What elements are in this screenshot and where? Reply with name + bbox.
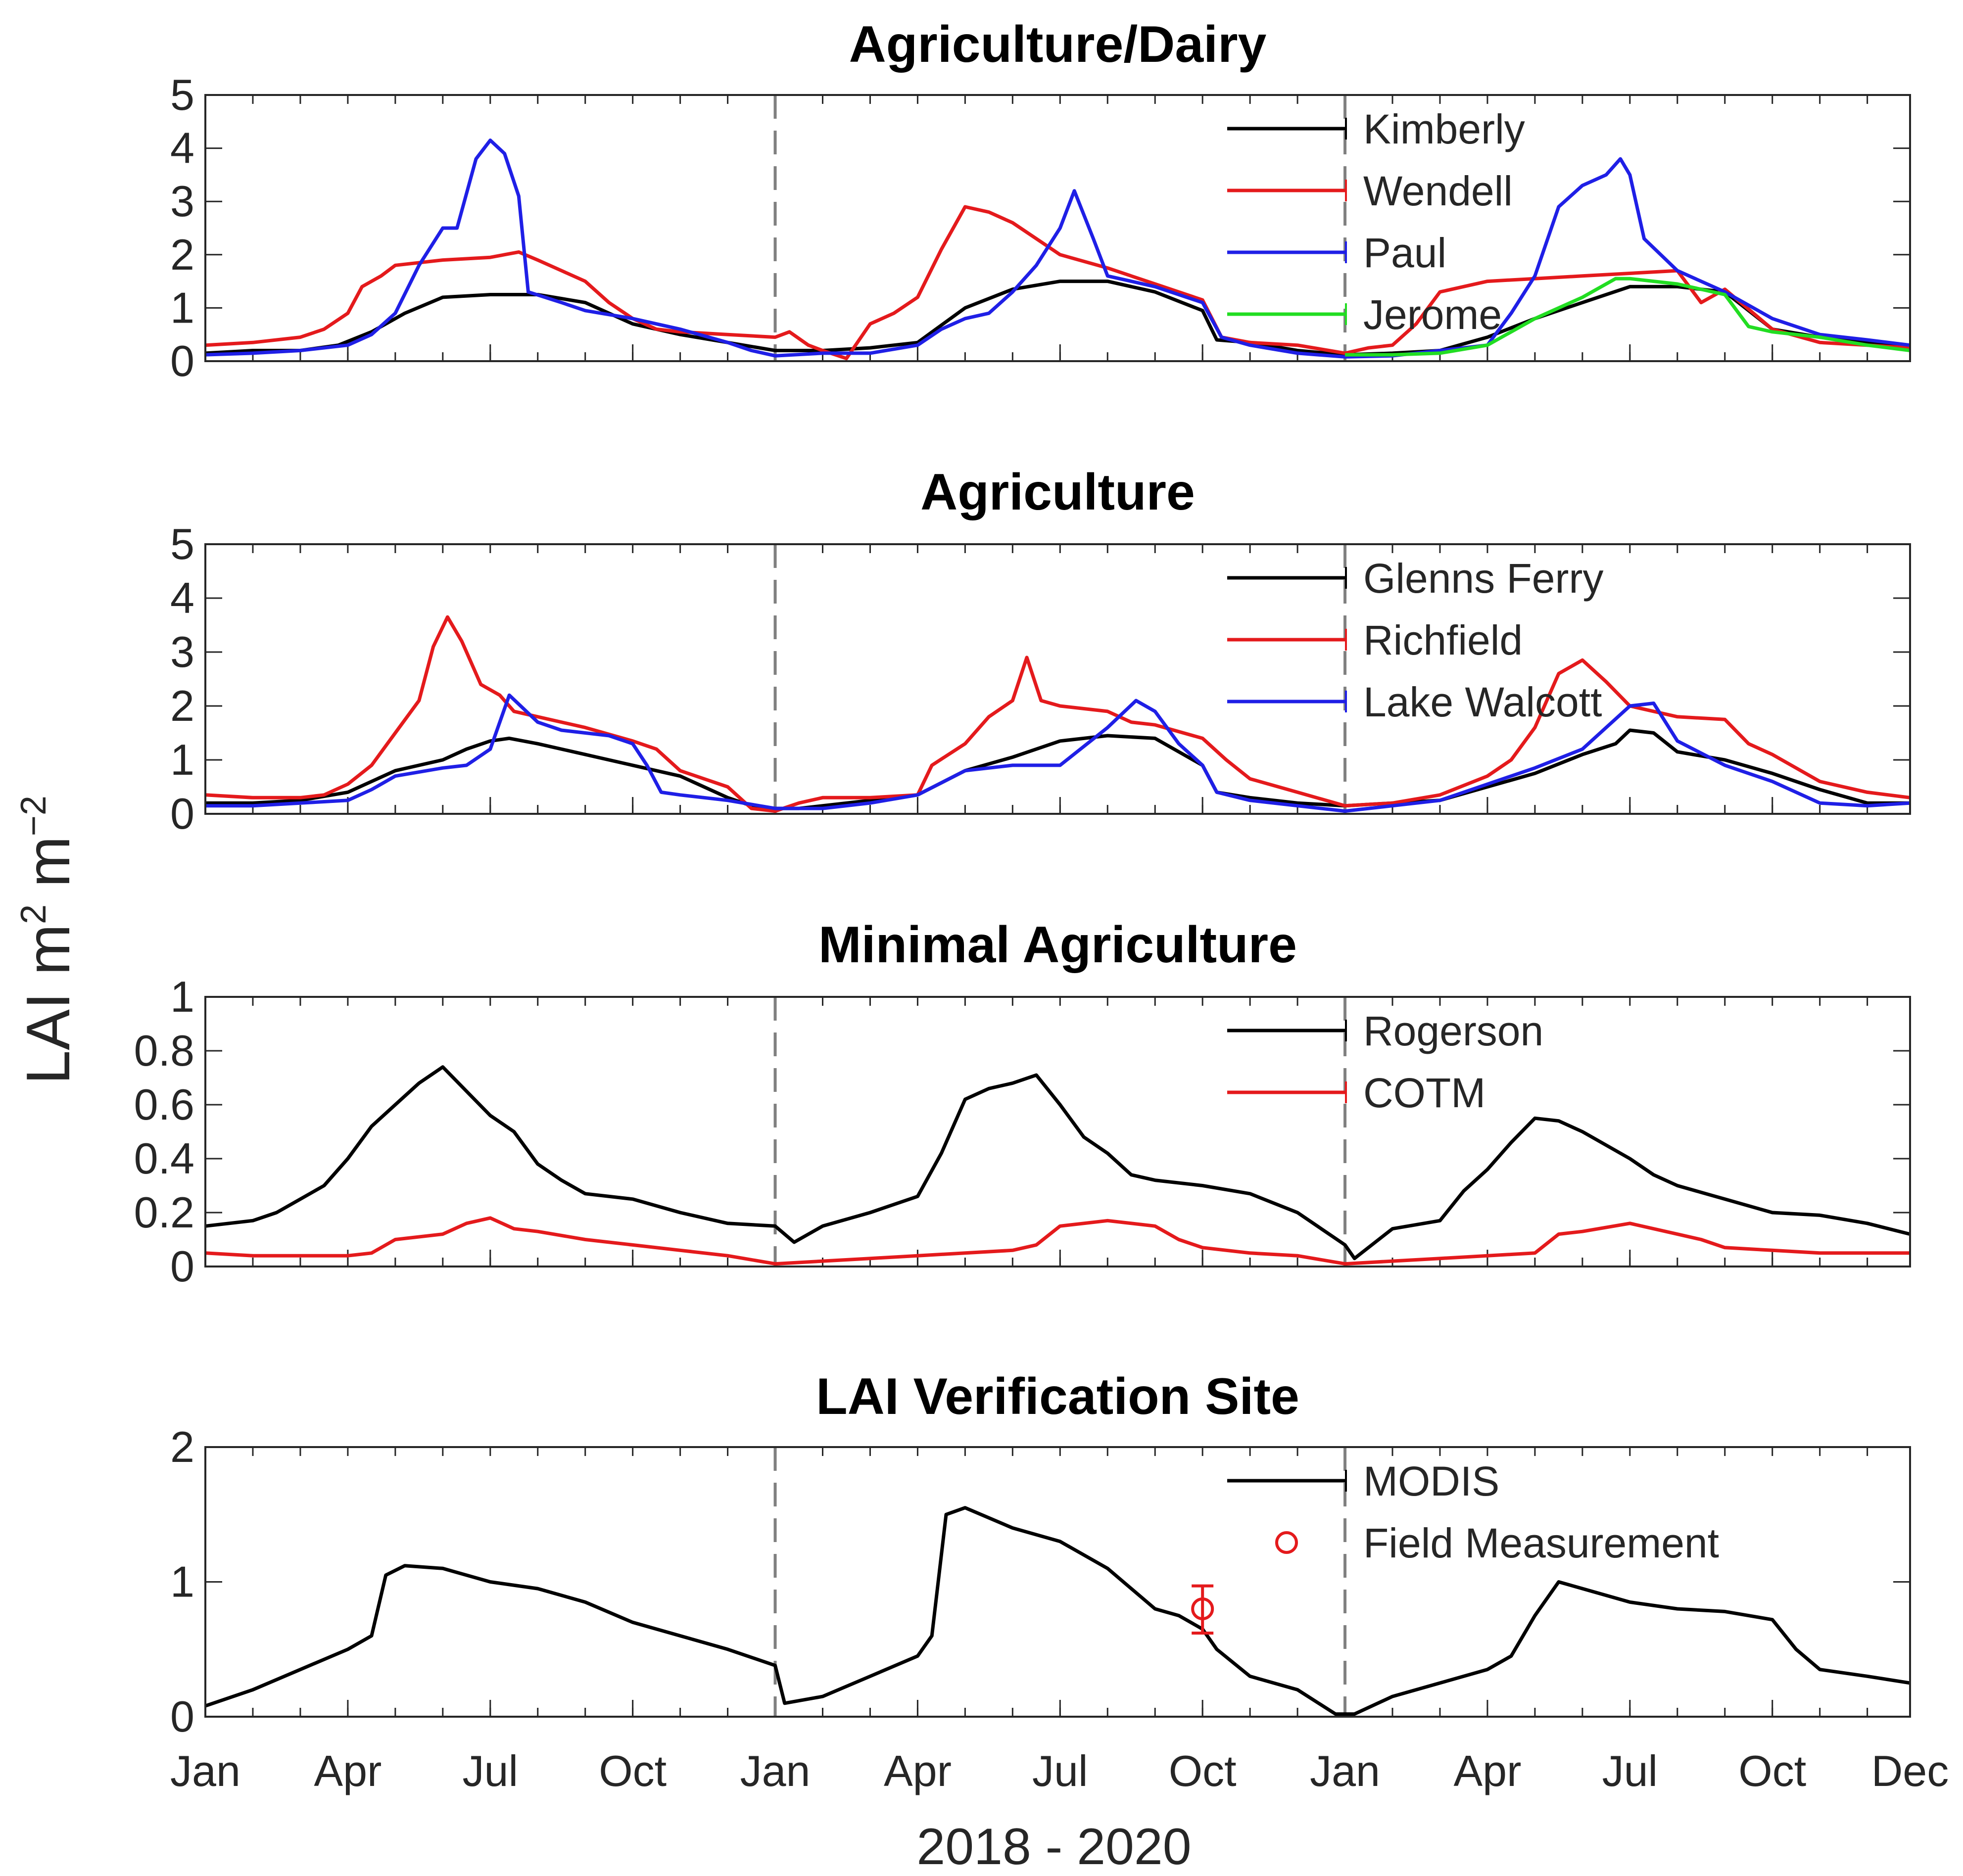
- legend-label: Richfield: [1363, 617, 1523, 663]
- field-measurement-marker: [1191, 1597, 1214, 1620]
- x-tick-label: Apr: [314, 1746, 382, 1795]
- y-axis-label: LAI m2 m−2: [14, 796, 83, 1084]
- x-tick-label: Jan: [1310, 1746, 1380, 1795]
- y-tick-label: 0.6: [134, 1080, 194, 1129]
- legend-label: COTM: [1363, 1070, 1485, 1116]
- series-line-wendell: [205, 205, 1911, 361]
- series-line-jerome: [1345, 277, 1911, 357]
- legend-label: Field Measurement: [1363, 1520, 1719, 1566]
- legend-label: Jerome: [1363, 291, 1502, 338]
- y-tick-label: 0: [170, 789, 194, 838]
- series-line-richfield: [205, 615, 1911, 813]
- legend-label: Kimberly: [1363, 106, 1525, 152]
- y-axis-label-mid: m: [14, 836, 83, 904]
- x-tick-label: Jan: [170, 1746, 240, 1795]
- x-tick-label: Apr: [884, 1746, 952, 1795]
- y-tick-label: 0.8: [134, 1026, 194, 1075]
- x-tick-label: Jul: [1032, 1746, 1088, 1795]
- x-axis-label: 2018 - 2020: [916, 1818, 1191, 1876]
- panel-title: Agriculture: [920, 464, 1195, 521]
- y-axis-label-sup1: 2: [14, 904, 53, 924]
- y-tick-label: 4: [170, 124, 194, 173]
- plot-frame: [204, 543, 1911, 815]
- y-axis-label-main: LAI m: [14, 924, 83, 1084]
- y-tick-label: 4: [170, 573, 194, 622]
- x-tick-label: Dec: [1871, 1746, 1949, 1795]
- legend-label: Rogerson: [1363, 1008, 1543, 1054]
- legend-marker-field-measurement: [1275, 1531, 1298, 1554]
- y-tick-label: 1: [170, 735, 194, 784]
- x-tick-label: Oct: [599, 1746, 667, 1795]
- y-tick-label: 5: [170, 70, 194, 119]
- plot-frame: [204, 1446, 1911, 1718]
- y-tick-label: 0: [170, 336, 194, 385]
- legend-label: Paul: [1363, 230, 1446, 276]
- panel-title: Minimal Agriculture: [818, 916, 1297, 974]
- y-tick-label: 0: [170, 1692, 194, 1741]
- y-tick-label: 0: [170, 1242, 194, 1291]
- panel-3: Minimal Agriculture 0 0.2 0.4 0.6 0.8 1 Rogerso…: [134, 916, 1911, 1291]
- y-tick-label: 5: [170, 519, 194, 568]
- series-line-modis: [204, 1506, 1911, 1716]
- y-tick-label: 2: [170, 681, 194, 730]
- legend-label: Glenns Ferry: [1363, 555, 1603, 602]
- legend-label: MODIS: [1363, 1458, 1499, 1504]
- x-tick-label: Oct: [1738, 1746, 1806, 1795]
- y-tick-label: 2: [170, 230, 194, 279]
- series-line-paul: [205, 139, 1911, 359]
- y-tick-label: 1: [170, 972, 194, 1021]
- y-tick-label: 0.2: [134, 1188, 194, 1237]
- panel-title: Agriculture/Dairy: [849, 16, 1267, 73]
- legend-label: Lake Walcott: [1363, 679, 1602, 725]
- series-line-rogerson: [205, 1065, 1911, 1261]
- y-tick-label: 3: [170, 627, 194, 676]
- panel-4: LAI Verification Site 0 1 2 MODIS Field Measu…: [170, 1368, 1911, 1741]
- plot-frame: [204, 996, 1911, 1267]
- series-line-kimberly: [205, 280, 1911, 357]
- y-tick-label: 1: [170, 1557, 194, 1606]
- panel-2: Agriculture 0 1 2 3 4 5 Glenns Ferry Richfield La…: [170, 464, 1911, 838]
- legend-label: Wendell: [1363, 168, 1513, 214]
- panel-title: LAI Verification Site: [816, 1368, 1299, 1425]
- x-tick-label: Jul: [1602, 1746, 1658, 1795]
- series-line-lake-walcott: [205, 693, 1911, 813]
- y-tick-label: 3: [170, 177, 194, 226]
- series-line-cotm: [205, 1216, 1910, 1266]
- x-tick-label: Apr: [1453, 1746, 1521, 1795]
- plot-frame: [204, 94, 1911, 362]
- y-tick-label: 2: [170, 1422, 194, 1471]
- series-line-glenns-ferry: [205, 728, 1910, 810]
- x-tick-label: Jan: [740, 1746, 811, 1795]
- x-tick-label: Jul: [463, 1746, 519, 1795]
- y-tick-label: 1: [170, 283, 194, 332]
- y-tick-label: 0.4: [134, 1134, 194, 1183]
- y-axis-label-sup2: −2: [14, 796, 53, 836]
- x-tick-label: Oct: [1169, 1746, 1237, 1795]
